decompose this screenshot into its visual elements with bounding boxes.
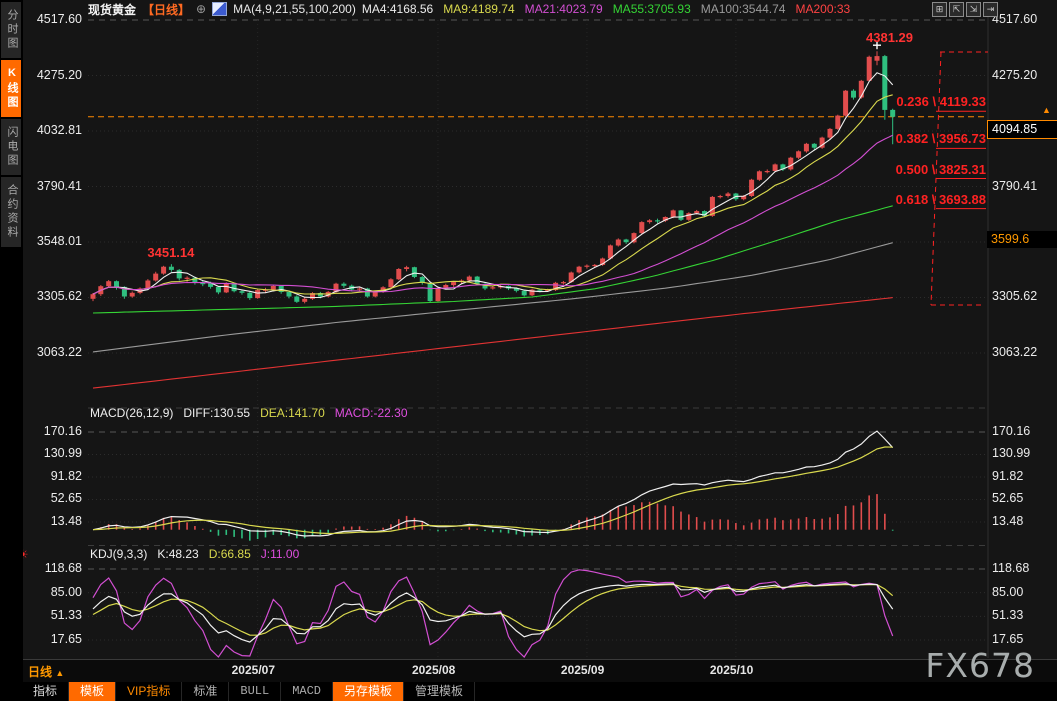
grid-icon[interactable]: ⊞ [932,2,947,17]
macd-axis-label-right: 130.99 [992,446,1031,461]
ma-value: MA21:4023.79 [524,2,603,16]
price-axis-label-left: 4032.81 [36,122,82,137]
price-axis-label-right: 4275.20 [992,67,1038,82]
period-arrow-icon: ▲ [55,668,65,678]
macd-axis-label-left: 91.82 [50,468,82,483]
price-axis-label-left: 4517.60 [36,12,82,26]
price-arrow-icon: ▲ [1042,104,1051,115]
symbol-name: 现货黄金 [88,2,137,17]
macd-macd: MACD:-22.30 [334,406,408,420]
price-axis-label-left: 3305.62 [36,289,82,304]
fib-level-label: 0.500 \ 3825.31 [895,161,986,177]
secondary-price-value: 3599.6 [991,232,1030,247]
ma-value: MA100:3544.74 [700,2,786,16]
exit-pane-icon[interactable]: ⇥ [983,2,998,17]
chart-header: 现货黄金 【日线】 ⊕ MA(4,9,21,55,100,200) MA4:41… [88,1,860,17]
sidebar-tab-0[interactable]: 分时图 [1,2,21,58]
fib-level-label: 0.382 \ 3956.73 [895,131,986,147]
swing-price-label: 4381.29 [866,30,913,46]
ma-value: MA9:4189.74 [443,2,515,16]
kdj-axis-label-left: 17.65 [50,632,82,646]
kdj-title: KDJ(9,3,3) [90,547,148,561]
footer-tab-0[interactable]: 指标 [22,682,70,701]
kdj-j: J:11.00 [260,547,300,561]
kdj-axis-label-left: 118.68 [44,561,82,575]
macd-axis-label-left: 52.65 [50,491,82,506]
left-sidebar: 分时图 K线图 闪电图 合约资料 [0,0,23,701]
indicator-pane-icon[interactable]: ⇱ [949,2,964,17]
sidebar-tab-1[interactable]: K线图 [1,60,21,117]
footer-tab-4[interactable]: BULL [229,682,282,701]
x-axis-month-label: 2025/10 [709,663,754,677]
footer-tab-5[interactable]: MACD [281,682,334,701]
kdj-d: D:66.85 [208,547,251,561]
ma-settings-label[interactable]: MA(4,9,21,55,100,200) [233,2,356,16]
macd-axis-label-right: 170.16 [992,423,1031,438]
ma-values: MA4:4168.56 MA9:4189.74 MA21:4023.79 MA55:3… [362,2,860,16]
price-axis-label-left: 3063.22 [36,345,82,359]
current-price-value: 4094.85 [992,121,1038,136]
x-axis-month-label: 2025/09 [560,663,605,677]
swing-price-label: 3451.14 [147,245,195,261]
kdj-k: K:48.23 [157,547,199,561]
macd-axis-label-right: 13.48 [992,513,1024,528]
secondary-price-label: 3599.6 [987,231,1057,249]
sidebar-tab-2[interactable]: 闪电图 [1,119,21,175]
macd-axis-label-left: 170.16 [43,423,82,438]
period-selector[interactable]: 日线 ▲ [28,663,64,680]
kdj-axis-label-left: 85.00 [50,584,82,599]
period-selector-label: 日线 [28,665,53,679]
footer-tab-2[interactable]: VIP指标 [116,682,183,701]
macd-axis-label-right: 52.65 [992,491,1024,506]
x-axis-strip [22,659,1057,683]
kdj-header: KDJ(9,3,3) K:48.23 D:66.85 J:11.00 [90,547,299,561]
current-price-box: 4094.85 [987,119,1057,139]
macd-title: MACD(26,12,9) [90,406,174,420]
macd-diff: DIFF:130.55 [183,406,251,420]
ma-value: MA55:3705.93 [612,2,691,16]
price-axis-label-right: 3063.22 [992,345,1038,359]
footer-tab-3[interactable]: 标准 [182,682,230,701]
watermark: FX678 [925,646,1035,685]
price-axis-label-left: 4275.20 [36,67,82,82]
macd-dea: DEA:141.70 [260,406,325,420]
footer-tab-bar: 指标 模板 VIP指标 标准 BULL MACD 另存模板 管理模板 [22,682,1057,701]
kdj-axis-label-right: 17.65 [992,632,1024,646]
period-label[interactable]: 【日线】 [142,2,191,17]
kdj-axis-label-right: 118.68 [992,561,1030,575]
macd-axis-label-left: 130.99 [43,446,82,461]
plus-icon[interactable]: ⊕ [196,2,207,16]
x-axis-month-label: 2025/07 [231,663,276,677]
header-toolbar: ⊞ ⇱ ⇲ ⇥ [932,2,998,17]
fib-level-label: 0.236 \ 4119.33 [896,94,986,110]
footer-tab-7[interactable]: 管理模板 [404,682,476,701]
macd-header: MACD(26,12,9) DIFF:130.55 DEA:141.70 MAC… [90,406,408,420]
footer-tab-6[interactable]: 另存模板 [333,682,405,701]
play-pane-icon[interactable]: ⇲ [966,2,981,17]
chart-style-icon[interactable] [212,2,228,16]
kdj-axis-label-left: 51.33 [50,608,82,623]
x-axis-month-label: 2025/08 [411,663,456,677]
kdj-axis-label-right: 51.33 [992,608,1024,623]
sidebar-tab-3[interactable]: 合约资料 [1,177,21,247]
fib-level-label: 0.618 \ 3693.88 [895,191,986,207]
price-axis-label-right: 4517.60 [992,12,1038,26]
macd-axis-label-left: 13.48 [50,513,82,528]
macd-axis-label-right: 91.82 [992,468,1024,483]
price-axis-label-left: 3790.41 [36,178,82,193]
price-axis-label-left: 3548.01 [36,234,82,248]
footer-tab-1[interactable]: 模板 [69,682,117,701]
ma-value: MA200:33 [795,2,851,16]
kdj-axis-label-right: 85.00 [992,584,1024,599]
ma-value: MA4:4168.56 [361,2,434,16]
price-axis-label-right: 3790.41 [992,178,1038,193]
price-axis-label-right: 3305.62 [992,289,1038,304]
